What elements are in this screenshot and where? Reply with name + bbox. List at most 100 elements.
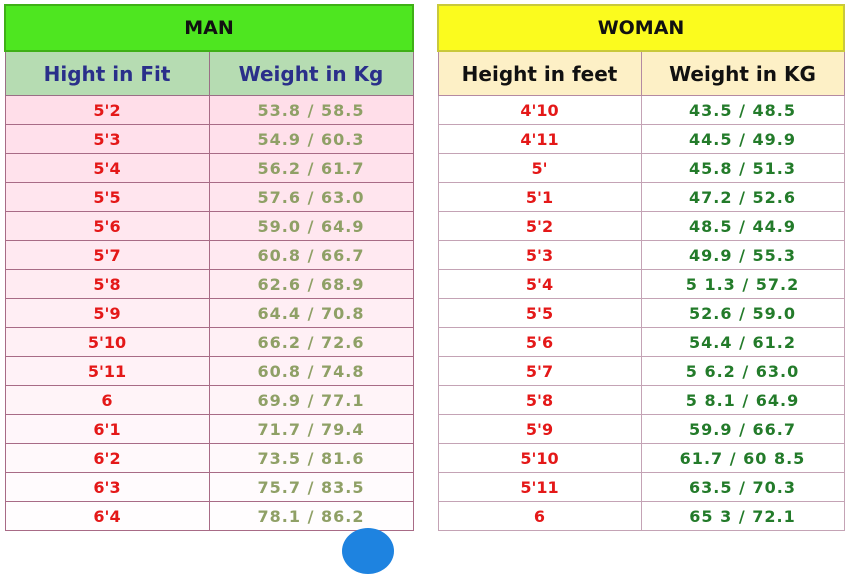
woman-table-row: 5'7 5 6.2 / 63.0 — [437, 356, 845, 386]
woman-height-cell: 5'10 — [437, 443, 642, 473]
woman-weight-cell: 47.2 / 52.6 — [640, 182, 845, 212]
man-weight-cell: 59.0 / 64.9 — [208, 211, 414, 241]
woman-height-cell: 5'3 — [437, 240, 642, 270]
woman-table-row: 6 65 3 / 72.1 — [437, 501, 845, 531]
woman-title-row: WOMAN — [437, 4, 845, 52]
woman-table-row: 5'8 5 8.1 / 64.9 — [437, 385, 845, 415]
woman-weight-header: Weight in KG — [640, 50, 845, 96]
woman-table-row: 5'3 49.9 / 55.3 — [437, 240, 845, 270]
man-height-cell: 5'9 — [4, 298, 210, 328]
man-weight-cell: 54.9 / 60.3 — [208, 124, 414, 154]
man-weight-cell: 71.7 / 79.4 — [208, 414, 414, 444]
man-weight-cell: 56.2 / 61.7 — [208, 153, 414, 183]
woman-weight-cell: 5 1.3 / 57.2 — [640, 269, 845, 299]
man-table-row: 5'10 66.2 / 72.6 — [4, 327, 414, 357]
woman-table-row: 5'2 48.5 / 44.9 — [437, 211, 845, 241]
man-weight-cell: 66.2 / 72.6 — [208, 327, 414, 357]
woman-title: WOMAN — [437, 4, 845, 52]
man-height-cell: 5'2 — [4, 95, 210, 125]
woman-weight-cell: 5 6.2 / 63.0 — [640, 356, 845, 386]
man-weight-header: Weight in Kg — [208, 50, 414, 96]
woman-height-cell: 4'11 — [437, 124, 642, 154]
woman-weight-cell: 48.5 / 44.9 — [640, 211, 845, 241]
man-weight-cell: 62.6 / 68.9 — [208, 269, 414, 299]
woman-weight-cell: 65 3 / 72.1 — [640, 501, 845, 531]
woman-table-row: 5' 45.8 / 51.3 — [437, 153, 845, 183]
woman-weight-cell: 49.9 / 55.3 — [640, 240, 845, 270]
man-header-row: Hight in Fit Weight in Kg — [4, 50, 414, 96]
woman-height-cell: 5'9 — [437, 414, 642, 444]
man-title-row: MAN — [4, 4, 414, 52]
woman-height-cell: 4'10 — [437, 95, 642, 125]
man-table-row: 5'9 64.4 / 70.8 — [4, 298, 414, 328]
man-height-cell: 5'11 — [4, 356, 210, 386]
man-height-cell: 6 — [4, 385, 210, 415]
man-table-row: 6'3 75.7 / 83.5 — [4, 472, 414, 502]
floating-blue-circle — [342, 528, 394, 574]
man-height-cell: 5'4 — [4, 153, 210, 183]
woman-table-row: 5'6 54.4 / 61.2 — [437, 327, 845, 357]
man-height-cell: 5'10 — [4, 327, 210, 357]
woman-table-row: 5'10 61.7 / 60 8.5 — [437, 443, 845, 473]
man-weight-cell: 69.9 / 77.1 — [208, 385, 414, 415]
woman-height-cell: 5'11 — [437, 472, 642, 502]
woman-height-cell: 5'5 — [437, 298, 642, 328]
woman-table-row: 5'1 47.2 / 52.6 — [437, 182, 845, 212]
man-table-row: 5'11 60.8 / 74.8 — [4, 356, 414, 386]
woman-table-row: 4'10 43.5 / 48.5 — [437, 95, 845, 125]
man-table: MAN Hight in Fit Weight in Kg 5'2 53.8 / … — [4, 4, 414, 531]
woman-table-row: 5'11 63.5 / 70.3 — [437, 472, 845, 502]
woman-weight-cell: 45.8 / 51.3 — [640, 153, 845, 183]
man-table-row: 5'2 53.8 / 58.5 — [4, 95, 414, 125]
man-height-cell: 6'3 — [4, 472, 210, 502]
man-weight-cell: 78.1 / 86.2 — [208, 501, 414, 531]
woman-height-cell: 6 — [437, 501, 642, 531]
woman-height-cell: 5'8 — [437, 385, 642, 415]
woman-weight-cell: 61.7 / 60 8.5 — [640, 443, 845, 473]
man-height-cell: 5'5 — [4, 182, 210, 212]
man-height-cell: 5'3 — [4, 124, 210, 154]
man-height-cell: 6'1 — [4, 414, 210, 444]
man-table-row: 5'7 60.8 / 66.7 — [4, 240, 414, 270]
woman-height-cell: 5'7 — [437, 356, 642, 386]
man-height-cell: 6'4 — [4, 501, 210, 531]
man-height-header: Hight in Fit — [4, 50, 210, 96]
woman-table-row: 5'5 52.6 / 59.0 — [437, 298, 845, 328]
man-table-row: 5'6 59.0 / 64.9 — [4, 211, 414, 241]
man-weight-cell: 75.7 / 83.5 — [208, 472, 414, 502]
man-weight-cell: 60.8 / 74.8 — [208, 356, 414, 386]
man-weight-cell: 73.5 / 81.6 — [208, 443, 414, 473]
woman-height-cell: 5' — [437, 153, 642, 183]
man-weight-cell: 60.8 / 66.7 — [208, 240, 414, 270]
woman-weight-cell: 63.5 / 70.3 — [640, 472, 845, 502]
woman-weight-cell: 52.6 / 59.0 — [640, 298, 845, 328]
woman-height-cell: 5'4 — [437, 269, 642, 299]
man-table-row: 5'3 54.9 / 60.3 — [4, 124, 414, 154]
woman-weight-cell: 54.4 / 61.2 — [640, 327, 845, 357]
woman-height-cell: 5'2 — [437, 211, 642, 241]
man-table-row: 5'8 62.6 / 68.9 — [4, 269, 414, 299]
man-height-cell: 5'6 — [4, 211, 210, 241]
woman-table-row: 5'4 5 1.3 / 57.2 — [437, 269, 845, 299]
woman-table-row: 5'9 59.9 / 66.7 — [437, 414, 845, 444]
woman-weight-cell: 5 8.1 / 64.9 — [640, 385, 845, 415]
man-weight-cell: 64.4 / 70.8 — [208, 298, 414, 328]
woman-header-row: Height in feet Weight in KG — [437, 50, 845, 96]
man-height-cell: 5'8 — [4, 269, 210, 299]
woman-height-cell: 5'6 — [437, 327, 642, 357]
man-table-row: 5'5 57.6 / 63.0 — [4, 182, 414, 212]
woman-height-header: Height in feet — [437, 50, 642, 96]
man-title: MAN — [4, 4, 414, 52]
woman-weight-cell: 44.5 / 49.9 — [640, 124, 845, 154]
woman-table: WOMAN Height in feet Weight in KG 4'10 43… — [437, 4, 845, 531]
woman-height-cell: 5'1 — [437, 182, 642, 212]
man-table-row: 5'4 56.2 / 61.7 — [4, 153, 414, 183]
man-table-row: 6'4 78.1 / 86.2 — [4, 501, 414, 531]
woman-weight-cell: 59.9 / 66.7 — [640, 414, 845, 444]
woman-table-row: 4'11 44.5 / 49.9 — [437, 124, 845, 154]
man-weight-cell: 53.8 / 58.5 — [208, 95, 414, 125]
woman-weight-cell: 43.5 / 48.5 — [640, 95, 845, 125]
man-table-row: 6'1 71.7 / 79.4 — [4, 414, 414, 444]
man-table-row: 6 69.9 / 77.1 — [4, 385, 414, 415]
man-weight-cell: 57.6 / 63.0 — [208, 182, 414, 212]
